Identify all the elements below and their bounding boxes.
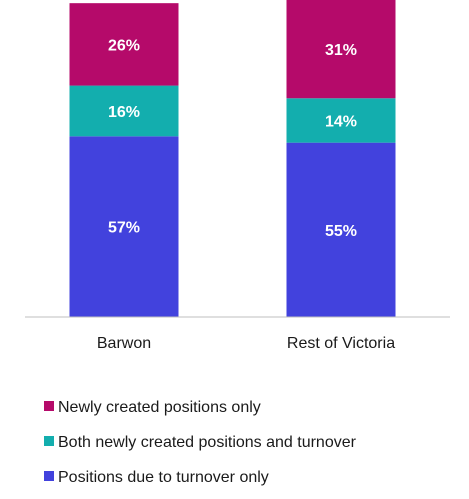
bar-segment [69,136,179,317]
legend-label: Positions due to turnover only [58,469,269,486]
category-label: Rest of Victoria [287,335,395,352]
data-label: 31% [325,42,357,59]
legend-swatch [44,401,54,411]
legend-label: Newly created positions only [58,399,261,416]
bar-segment [69,3,179,86]
bar-segment [286,0,396,99]
category-labels: Barwon Rest of Victoria [97,335,395,352]
data-label: 14% [325,113,357,130]
bar-segment [286,142,396,317]
legend-label: Both newly created positions and turnove… [58,434,357,451]
bars-group: 57% 16% 26% 55% 14% 31% [69,0,396,317]
data-label: 55% [325,223,357,240]
data-label: 26% [108,37,140,54]
legend: Newly created positions only Both newly c… [44,399,357,486]
legend-swatch [44,471,54,481]
data-label: 57% [108,220,140,237]
bar-segment [69,85,179,137]
bar-segment [286,98,396,143]
data-label: 16% [108,104,140,121]
legend-swatch [44,436,54,446]
category-label: Barwon [97,335,151,352]
